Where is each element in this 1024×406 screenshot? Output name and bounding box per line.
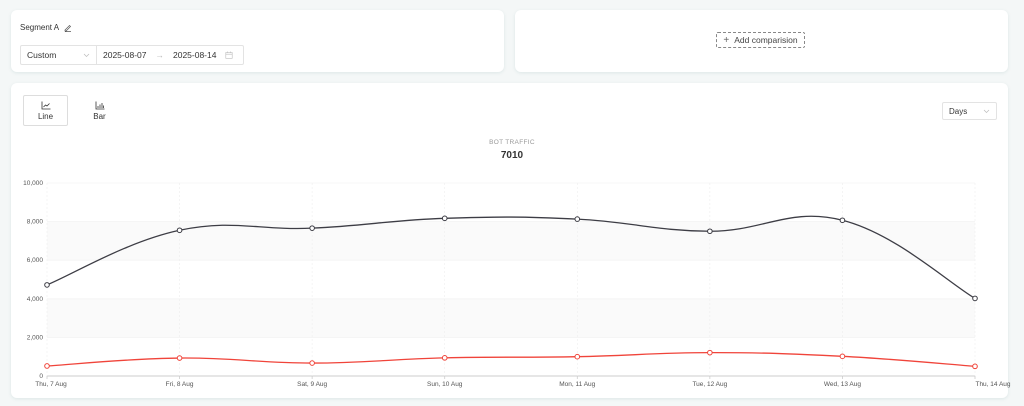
data-point — [972, 363, 978, 370]
bar-chart-tab[interactable]: Bar — [77, 95, 122, 126]
chevron-down-icon — [83, 53, 90, 57]
x-tick-label: Mon, 11 Aug — [559, 381, 595, 388]
preset-value: Custom — [27, 50, 57, 60]
x-tick-label: Tue, 12 Aug — [692, 381, 727, 388]
data-point — [707, 349, 713, 356]
line-tab-label: Line — [37, 111, 54, 121]
data-point — [309, 225, 315, 231]
add-comparison-button[interactable]: + Add comparision — [716, 32, 805, 48]
preset-select[interactable]: Custom — [21, 46, 97, 64]
comparison-card: + Add comparision — [515, 10, 1008, 72]
y-tick-label: 4,000 — [27, 296, 44, 303]
arrow-right-icon: → — [155, 50, 164, 60]
granularity-value: Days — [949, 106, 968, 116]
data-point — [839, 353, 846, 360]
grid-band — [47, 221, 975, 261]
segment-card: Segment A Custom 2025-08-07 → 2025-08-14 — [11, 10, 504, 72]
bar-chart-icon — [95, 101, 104, 109]
y-tick-label: 0 — [39, 373, 43, 380]
pencil-icon[interactable] — [64, 24, 72, 32]
chevron-down-icon — [983, 109, 990, 113]
x-tick-label: Wed, 13 Aug — [824, 381, 861, 388]
data-point — [839, 217, 846, 224]
granularity-select[interactable]: Days — [942, 102, 997, 120]
x-tick-label: Sat, 9 Aug — [297, 381, 327, 388]
date-range-picker: Custom 2025-08-07 → 2025-08-14 — [20, 45, 244, 65]
bar-tab-label: Bar — [93, 111, 106, 121]
metric-value: 7010 — [500, 150, 524, 161]
data-point — [707, 228, 713, 235]
y-tick-label: 10,000 — [23, 180, 43, 187]
segment-label: Segment A — [20, 23, 60, 32]
x-tick-label: Fri, 8 Aug — [166, 381, 194, 388]
data-point — [44, 363, 50, 369]
date-range-input[interactable]: 2025-08-07 → 2025-08-14 — [97, 46, 243, 64]
data-point — [176, 355, 183, 361]
plus-icon: + — [723, 34, 730, 46]
add-comparison-label: Add comparision — [734, 35, 798, 45]
x-tick-label: Thu, 7 Aug — [35, 381, 67, 388]
data-point — [574, 353, 581, 360]
y-tick-label: 8,000 — [27, 219, 44, 226]
start-date[interactable]: 2025-08-07 — [103, 50, 147, 60]
series-line-0 — [46, 215, 976, 299]
calendar-icon — [225, 51, 233, 59]
series-line-1 — [46, 351, 976, 367]
data-point — [441, 355, 448, 361]
grid-band — [47, 298, 975, 338]
x-tick-label: Sun, 10 Aug — [427, 381, 463, 388]
line-chart-icon — [41, 101, 50, 109]
data-point — [972, 295, 978, 302]
segment-header: Segment A — [20, 23, 72, 32]
chart-title: BOT TRAFFIC — [489, 139, 535, 146]
data-point — [574, 216, 581, 222]
data-point — [309, 360, 315, 366]
data-point — [44, 282, 50, 288]
data-point — [441, 215, 448, 222]
data-point — [176, 227, 183, 234]
x-tick-label: Thu, 14 Aug — [975, 381, 1010, 388]
y-tick-label: 6,000 — [27, 257, 44, 264]
y-tick-label: 2,000 — [27, 334, 44, 341]
end-date[interactable]: 2025-08-14 — [172, 50, 217, 60]
line-chart-tab[interactable]: Line — [23, 95, 68, 126]
